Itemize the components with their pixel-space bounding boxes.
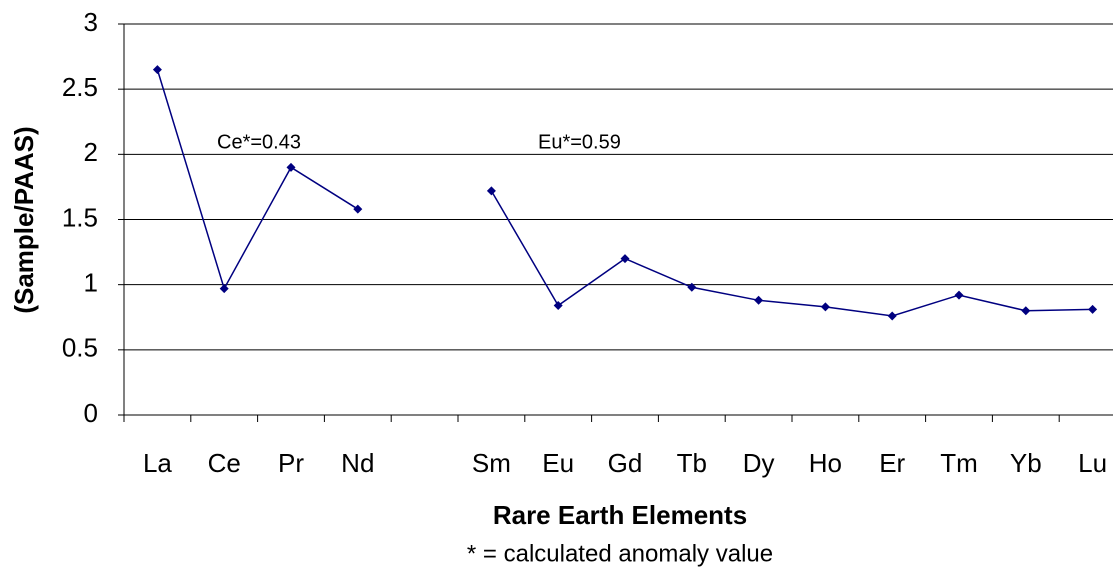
x-tick-label: Ho — [809, 448, 842, 478]
footnote: * = calculated anomaly value — [467, 540, 773, 567]
data-point — [687, 282, 697, 292]
y-tick-label: 2 — [84, 137, 98, 167]
x-tick-label: Gd — [608, 448, 643, 478]
data-point — [954, 290, 964, 300]
y-tick-label: 0.5 — [62, 333, 98, 363]
x-tick-label: La — [143, 448, 172, 478]
data-point — [1021, 306, 1031, 316]
data-point — [219, 284, 229, 294]
y-tick-label: 1 — [84, 268, 98, 298]
x-tick-label: Dy — [743, 448, 775, 478]
x-tick-label: Lu — [1078, 448, 1107, 478]
x-tick-label: Tb — [677, 448, 707, 478]
y-axis-title: (Sample/PAAS) — [9, 126, 39, 313]
x-tick-label: Sm — [472, 448, 511, 478]
data-point — [620, 254, 630, 264]
data-point — [1088, 304, 1098, 314]
x-tick-label: Nd — [341, 448, 374, 478]
data-point — [820, 302, 830, 312]
y-tick-label: 0 — [84, 398, 98, 428]
series-line — [156, 69, 1093, 317]
data-point — [353, 204, 363, 214]
data-point — [553, 301, 563, 311]
y-tick-label: 2.5 — [62, 72, 98, 102]
y-tick-label: 1.5 — [62, 202, 98, 232]
x-tick-label: Pr — [278, 448, 304, 478]
annotation: Eu*=0.59 — [538, 131, 621, 153]
data-point — [754, 295, 764, 305]
data-point — [286, 162, 296, 172]
y-tick-label: 3 — [84, 7, 98, 37]
x-tick-label: Tm — [940, 448, 978, 478]
x-tick-label: Eu — [542, 448, 574, 478]
data-point — [887, 311, 897, 321]
x-tick-label: Yb — [1010, 448, 1042, 478]
data-point — [152, 65, 162, 75]
data-point — [486, 186, 496, 196]
x-tick-label: Er — [879, 448, 905, 478]
x-axis-title: Rare Earth Elements — [493, 500, 747, 530]
annotation: Ce*=0.43 — [217, 131, 301, 153]
x-tick-label: Ce — [208, 448, 241, 478]
